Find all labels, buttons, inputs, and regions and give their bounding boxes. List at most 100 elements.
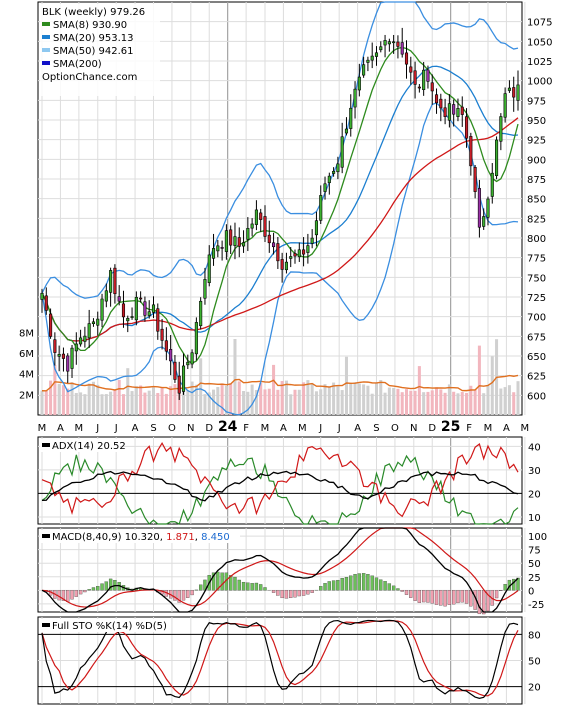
month-label: A	[132, 423, 139, 434]
sto-label: Full STO %K(14) %D(5)	[52, 621, 167, 632]
candle-body	[495, 140, 498, 176]
month-label: D	[428, 423, 436, 434]
candle-body	[281, 259, 284, 269]
volume-bar	[401, 392, 404, 415]
volume-bar	[311, 383, 314, 415]
candle-body	[289, 257, 292, 259]
macd-hist-bar	[461, 590, 464, 602]
volume-bar	[336, 386, 339, 415]
candle-body	[362, 65, 365, 75]
volume-bar	[126, 368, 129, 415]
price-tick-label: 800	[527, 234, 546, 245]
adx-tick-label: 30	[528, 466, 541, 477]
volume-bar	[148, 391, 151, 415]
volume-bar	[66, 389, 69, 415]
volume-bar	[414, 391, 417, 415]
macd-hist-bar	[418, 590, 421, 602]
macd-hist-bar	[409, 590, 412, 597]
macd-hist-bar	[238, 580, 241, 590]
macd-hist-bar	[259, 584, 262, 590]
macd-hist-bar	[504, 584, 507, 590]
volume-bar	[45, 391, 48, 415]
volume-bar	[152, 387, 155, 415]
volume-bar	[384, 393, 387, 415]
macd-hist-bar	[173, 590, 176, 600]
macd-hist-bar	[298, 590, 301, 596]
macd-hist-bar	[289, 590, 292, 598]
candle-body	[345, 129, 348, 133]
volume-bar	[246, 392, 249, 415]
sto-tick-label: 20	[528, 683, 541, 694]
volume-bar	[285, 381, 288, 415]
volume-bar	[461, 392, 464, 415]
candle-body	[461, 107, 464, 114]
candle-body	[229, 230, 232, 245]
macd-hist-bar	[75, 590, 78, 596]
macd-hist-bar	[319, 586, 322, 590]
adx-swatch	[42, 443, 50, 447]
macd-hist-bar	[379, 580, 382, 591]
macd-hist-bar	[414, 590, 417, 600]
volume-bar	[96, 385, 99, 415]
volume-bar	[388, 388, 391, 415]
volume-bar	[332, 383, 335, 415]
volume-bar	[491, 356, 494, 415]
volume-bar	[409, 391, 412, 415]
volume-bar	[79, 392, 82, 415]
volume-bar	[143, 393, 146, 415]
candle-body	[259, 213, 262, 220]
volume-bar	[349, 383, 352, 415]
candle-body	[354, 89, 357, 107]
macd-hist-bar	[251, 583, 254, 590]
volume-bar	[345, 357, 348, 415]
volume-bar	[251, 385, 254, 415]
macd-hist-bar	[311, 590, 314, 592]
volume-bar	[396, 389, 399, 415]
sto-tick-label: 50	[528, 657, 541, 668]
candle-body	[62, 354, 64, 358]
candle-body	[332, 171, 335, 173]
candle-body	[465, 117, 468, 139]
candle-body	[131, 317, 134, 318]
price-tick-label: 900	[527, 155, 546, 166]
macd-hist-bar	[281, 590, 284, 598]
volume-bar	[452, 392, 455, 415]
candle-body	[328, 176, 331, 183]
macd-hist-bar	[349, 576, 352, 591]
macd-hist-bar	[221, 573, 224, 590]
candle-body	[54, 340, 57, 353]
price-tick-label: 750	[527, 273, 546, 284]
candle-body	[491, 173, 494, 196]
volume-bar	[268, 389, 271, 415]
macd-hist-bar	[456, 590, 459, 603]
volume-bar	[156, 393, 159, 415]
macd-hist-bar	[306, 590, 309, 594]
macd-hist-bar	[469, 590, 472, 606]
legend-label: SMA(200)	[53, 59, 102, 70]
candle-body	[311, 238, 314, 243]
candle-body	[58, 354, 61, 356]
macd-hist-bar	[105, 582, 108, 591]
price-tick-label: 825	[527, 214, 546, 225]
macd-hist-bar	[435, 590, 438, 604]
candle-body	[384, 40, 387, 45]
volume-bar	[58, 384, 61, 415]
candle-body	[187, 362, 190, 365]
volume-bar	[101, 394, 104, 415]
candle-body	[225, 231, 228, 252]
macd-hist-bar	[191, 590, 194, 595]
macd-hist-bar	[366, 574, 369, 590]
macd-hist-bar	[285, 590, 288, 598]
candle-body	[264, 216, 267, 236]
month-label: M	[521, 423, 530, 434]
volume-bar	[426, 392, 429, 415]
candle-body	[435, 95, 438, 103]
volume-bar	[499, 388, 502, 415]
candle-body	[371, 56, 374, 60]
volume-bar	[422, 392, 425, 415]
price-tick-label: 650	[527, 352, 546, 363]
macd-hist-bar	[88, 589, 91, 590]
price-tick-label: 925	[527, 136, 546, 147]
candle-body	[66, 356, 69, 371]
